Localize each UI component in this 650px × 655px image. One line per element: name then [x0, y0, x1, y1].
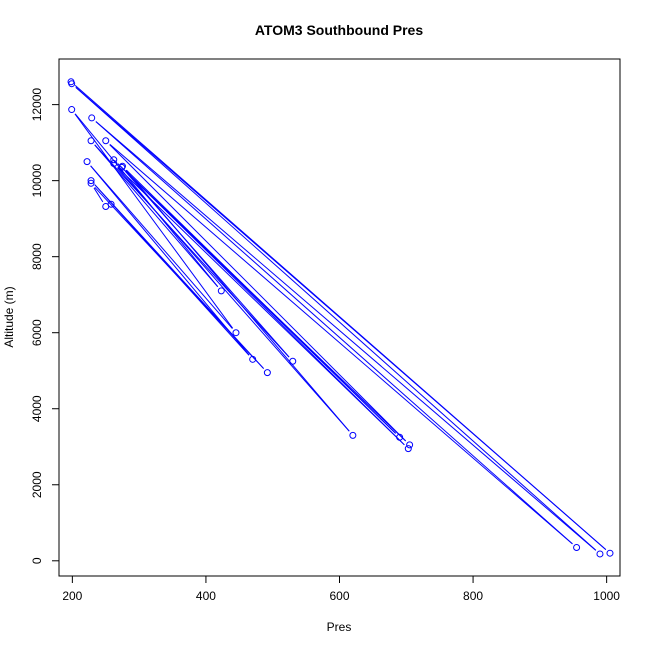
series-line-segment — [74, 113, 219, 287]
series-points — [67, 78, 614, 558]
data-point — [396, 433, 404, 441]
data-point — [83, 158, 91, 166]
series-line-segment — [93, 187, 104, 203]
y-tick-label: 4000 — [30, 395, 44, 422]
y-axis-label: Altitude (m) — [2, 286, 16, 347]
x-tick-label: 400 — [196, 589, 216, 603]
series-line-segment — [94, 144, 290, 358]
data-point — [110, 156, 118, 164]
y-axis: 0 2000 4000 6000 8000 10000 12000 — [30, 88, 60, 564]
y-tick-label: 0 — [30, 557, 44, 564]
x-tick-label: 200 — [62, 589, 82, 603]
x-tick-label: 1000 — [593, 589, 620, 603]
series-line-segment — [95, 121, 597, 551]
data-point — [606, 549, 614, 557]
data-point — [263, 369, 271, 377]
y-tick-label: 8000 — [30, 243, 44, 270]
data-point — [87, 177, 95, 185]
x-axis: 200 400 600 800 1000 — [62, 575, 620, 603]
data-point — [102, 137, 110, 145]
series-line-segment — [75, 86, 597, 551]
data-point — [289, 357, 297, 365]
data-point — [596, 550, 604, 558]
series-line-segment — [95, 121, 573, 545]
y-tick-label: 2000 — [30, 471, 44, 498]
chart-title: ATOM3 Southbound Pres — [255, 22, 423, 38]
data-point — [88, 114, 96, 122]
series-line-segment — [109, 144, 407, 442]
data-point — [249, 355, 257, 363]
data-point — [217, 287, 225, 295]
series-line-segment — [75, 86, 607, 550]
data-point — [87, 137, 95, 145]
series-line-segment — [109, 143, 573, 545]
data-point — [349, 431, 357, 439]
data-point — [118, 163, 126, 171]
series-line-segment — [125, 170, 397, 434]
series-line-segment — [74, 113, 234, 329]
data-point — [406, 441, 414, 449]
data-point — [404, 445, 412, 453]
series-line-segment — [90, 165, 233, 329]
data-point — [573, 543, 581, 551]
data-point — [87, 179, 95, 187]
x-tick-label: 800 — [463, 589, 483, 603]
series-line-segment — [125, 171, 290, 358]
data-point — [68, 106, 76, 114]
x-axis-label: Pres — [327, 620, 352, 634]
y-tick-label: 6000 — [30, 319, 44, 346]
data-point — [68, 80, 76, 88]
data-point — [232, 329, 240, 337]
series-lines — [74, 85, 607, 551]
y-tick-label: 12000 — [30, 88, 44, 122]
x-tick-label: 600 — [329, 589, 349, 603]
series-line-segment — [94, 186, 264, 369]
data-point — [107, 200, 115, 208]
series-line-segment — [117, 167, 405, 446]
data-point — [110, 160, 118, 168]
y-tick-label: 10000 — [30, 164, 44, 198]
